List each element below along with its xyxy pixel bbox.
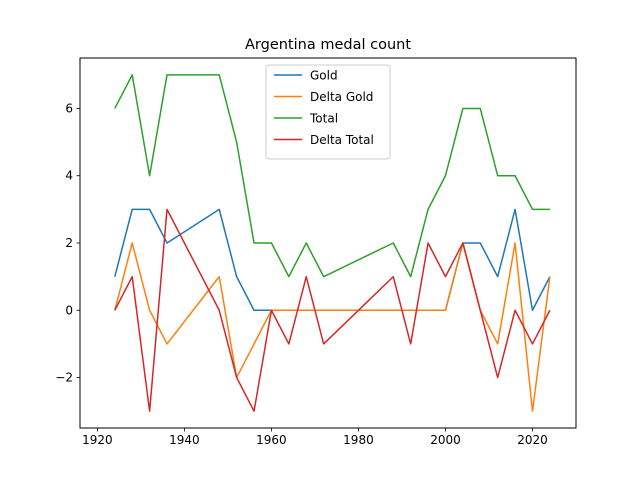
y-tick-label: −2: [55, 371, 73, 385]
plot-area: [114, 74, 551, 412]
series-line-total: [114, 74, 550, 278]
legend-label-gold: Gold: [310, 69, 338, 83]
x-tick-label: 1980: [343, 433, 374, 447]
y-tick-label: 2: [65, 236, 73, 250]
y-tick-label: 4: [65, 169, 73, 183]
legend-label-delta-gold: Delta Gold: [310, 90, 373, 104]
legend: Gold Delta Gold Total Delta Total: [265, 64, 391, 160]
series-line-delta-total: [114, 208, 551, 412]
x-tick-label: 1960: [256, 433, 287, 447]
legend-label-total: Total: [309, 112, 338, 126]
x-tick-label: 1920: [82, 433, 113, 447]
x-tick-label: 1940: [169, 433, 200, 447]
legend-label-delta-total: Delta Total: [310, 133, 374, 147]
x-axis: 1920 1940 1960 1980 2000 2020: [82, 428, 548, 447]
y-tick-label: 0: [65, 303, 73, 317]
legend-box: [265, 64, 391, 160]
y-tick-label: 6: [65, 101, 73, 115]
y-axis: −2 0 2 4 6: [55, 101, 80, 385]
series-line-gold: [114, 208, 551, 312]
x-tick-label: 2020: [517, 433, 548, 447]
x-tick-label: 2000: [430, 433, 461, 447]
series-line-delta-gold: [114, 242, 551, 412]
chart-title: Argentina medal count: [245, 37, 411, 53]
